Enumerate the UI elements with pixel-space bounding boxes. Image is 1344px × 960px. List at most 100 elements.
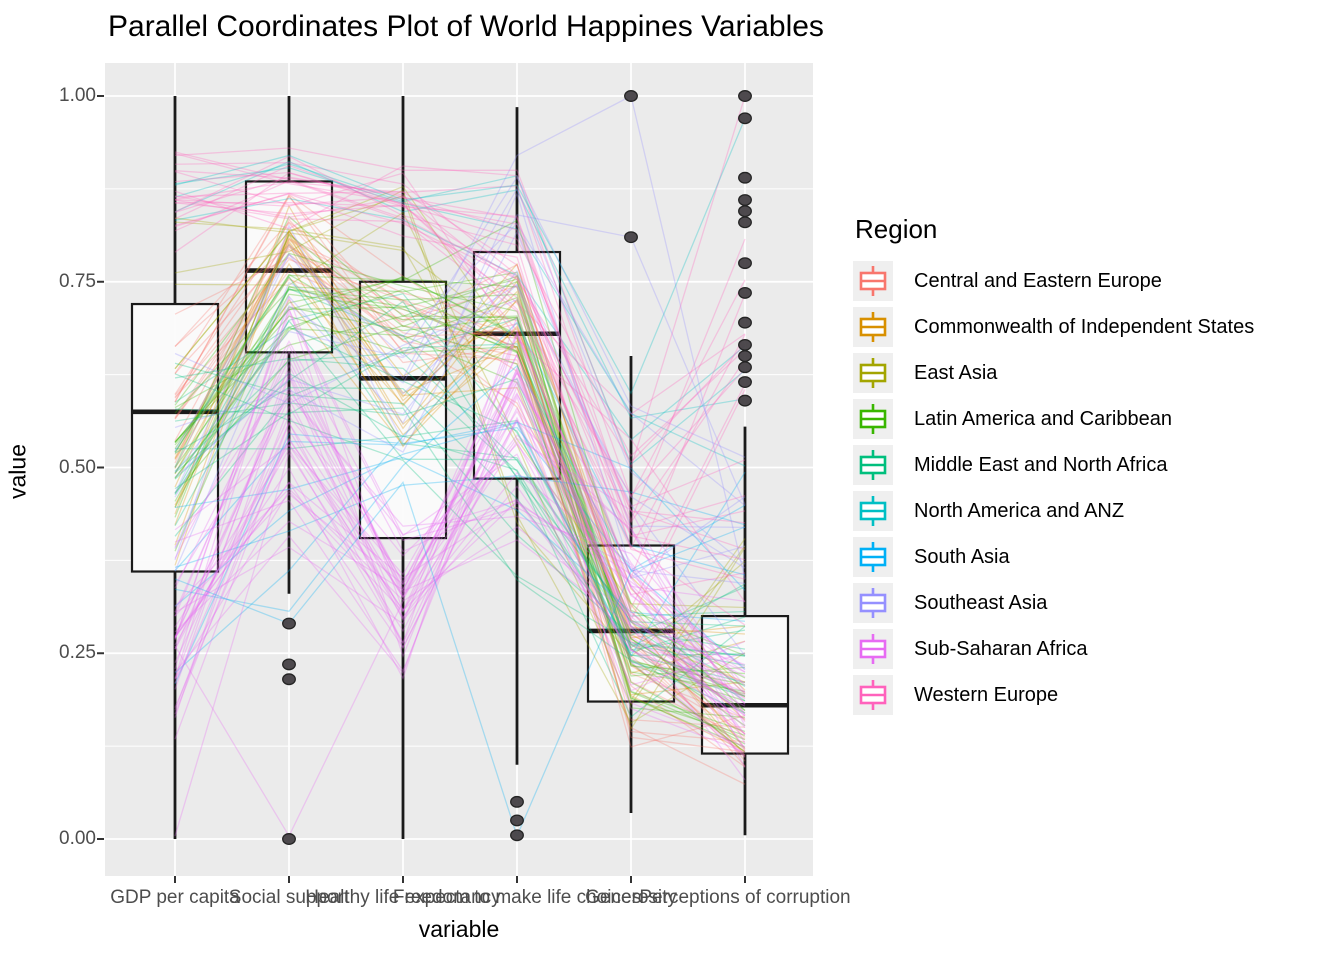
country-line [174,181,746,523]
country-line [174,219,746,657]
country-line [174,426,746,685]
country-line [174,287,746,617]
country-line [174,276,746,635]
outlier-dot [738,90,752,102]
legend-item-label: South Asia [914,545,1010,568]
country-line [174,164,746,497]
boxplot-key-icon [853,399,893,439]
country-line [174,376,746,711]
country-line [174,271,746,686]
country-line [174,221,746,740]
country-line [174,298,746,756]
country-line [174,370,746,673]
outlier-dot [738,205,752,218]
country-line [174,386,746,717]
country-line [174,481,746,838]
country-line [174,253,746,785]
parallel-lines-layer [174,95,746,838]
country-line [174,293,746,702]
country-line [174,352,746,714]
boxplot-box [472,250,562,480]
country-line [174,381,746,715]
panel-background [105,63,813,876]
country-line [174,366,746,693]
country-line [174,276,746,697]
boxplot-box [586,544,676,703]
boxplot-key-icon [853,583,893,623]
boxplot-key-icon [853,491,893,531]
boxplot-box [700,614,790,755]
country-line [174,253,746,569]
outlier-dot [738,316,752,329]
outlier-dot [738,112,752,125]
outlier-dot [738,286,752,299]
country-line [174,380,746,723]
country-line [174,372,746,684]
country-line [174,192,746,464]
country-line [174,180,746,580]
legend-item-label: Middle East and North Africa [914,453,1168,476]
country-line [174,163,746,466]
outlier-dot [738,257,752,270]
country-line [174,278,746,745]
country-line [174,240,746,639]
country-line [174,386,746,666]
country-line [174,332,746,684]
country-line [174,357,746,718]
x-tick-label: Freedom to make life choices [392,887,642,908]
country-line [174,176,746,524]
country-line [174,317,746,698]
country-line [174,384,746,673]
country-line [174,395,746,748]
country-line [174,192,746,585]
country-line [174,269,746,657]
country-line [174,288,746,695]
legend-item: Middle East and North Africa [853,442,1254,488]
country-line [174,262,746,696]
country-line [174,456,746,622]
legend-item: Sub-Saharan Africa [853,626,1254,672]
country-line [174,252,746,693]
legend-item-label: Southeast Asia [914,591,1048,614]
country-line [174,327,746,677]
country-line [174,278,746,675]
country-line [174,215,746,753]
legend-item: Commonwealth of Independent States [853,304,1254,350]
country-line [174,372,746,752]
legend-item: North America and ANZ [853,488,1254,534]
boxplot-key-icon [853,353,893,393]
boxplot-key-icon [853,307,893,347]
outlier-dot [282,658,296,671]
legend-item: Central and Eastern Europe [853,258,1254,304]
boxplot-box [358,280,448,540]
x-tick-label: Perceptions of corruption [639,887,851,908]
outlier-dot [738,171,752,184]
country-line [174,367,746,708]
country-line [174,189,746,724]
country-line [174,435,746,657]
country-line [174,187,746,572]
y-tick-label: 0.50 [59,456,96,478]
x-tick-label: Healthy life expectancy [305,887,501,908]
country-line [174,326,746,657]
country-line [174,285,746,736]
boxplot-key-icon [853,445,893,485]
x-axis-title: variable [418,916,500,942]
outlier-dot [510,814,524,827]
country-line [174,195,746,550]
outlier-dot [282,833,296,845]
country-line [174,222,746,549]
country-line [174,199,746,537]
plot-title: Parallel Coordinates Plot of World Happi… [108,10,824,43]
legend: Region Central and Eastern Europe Commonw… [853,214,1254,718]
country-line [174,415,746,705]
country-line [174,201,746,580]
country-line [174,193,746,743]
legend-item-label: Western Europe [914,683,1059,706]
country-line [174,194,746,735]
country-line [174,421,746,591]
country-line [174,373,746,657]
country-line [174,171,746,524]
country-line [174,232,746,674]
